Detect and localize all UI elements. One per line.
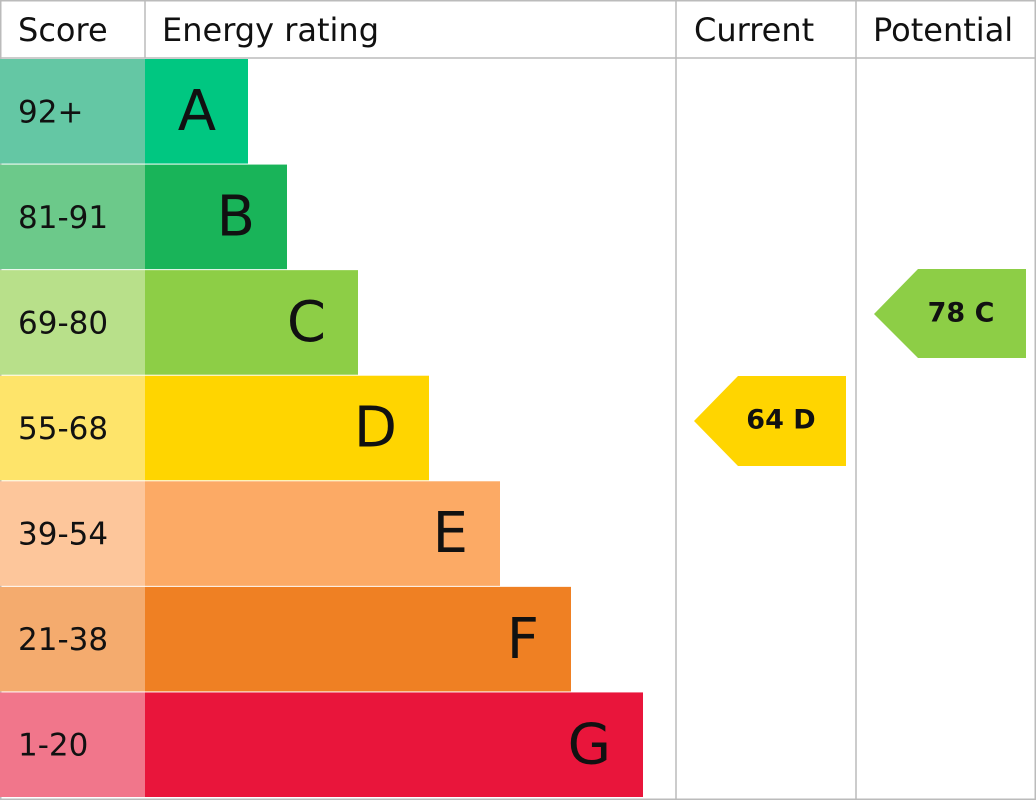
rating-bar [145,270,358,375]
score-label: 81-91 [18,200,108,236]
rating-bar [145,375,429,481]
rating-letter: B [217,184,255,249]
score-cell [0,270,145,375]
header-current: Current [694,11,814,49]
score-label: 55-68 [18,411,108,447]
arrow-shape [694,376,846,466]
rating-letter: E [433,501,468,566]
score-cell [0,586,145,692]
rating-letter: D [354,396,397,461]
header-rating: Energy rating [162,11,379,49]
rating-bar [145,586,571,692]
rating-letter: A [178,79,216,144]
score-cell [0,59,145,164]
score-label: 39-54 [18,517,108,553]
header-score: Score [18,11,108,49]
rating-bar [145,481,500,586]
potential-label: 78 C [928,298,995,329]
score-cell [0,481,145,586]
rating-letter: F [507,607,539,672]
score-cell [0,692,145,797]
rating-letter: G [568,712,611,777]
rating-bar [145,59,248,164]
rating-bar [145,164,287,270]
score-cell [0,164,145,270]
potential-arrow: 78 C [874,269,1026,358]
rating-letter: C [287,290,326,355]
current-arrow: 64 D [694,376,846,466]
score-label: 1-20 [18,728,88,764]
bands: 92+ A 81-91 B 69-80 C 55-68 D 39-54 E 21-38 F 1-20 G [0,59,643,797]
score-label: 69-80 [18,305,108,341]
current-label: 64 D [746,405,815,436]
rating-bar [145,692,643,797]
arrow-shape [874,269,1026,358]
score-label: 92+ [18,94,83,130]
header-potential: Potential [873,11,1013,49]
score-cell [0,375,145,481]
score-label: 21-38 [18,622,108,658]
